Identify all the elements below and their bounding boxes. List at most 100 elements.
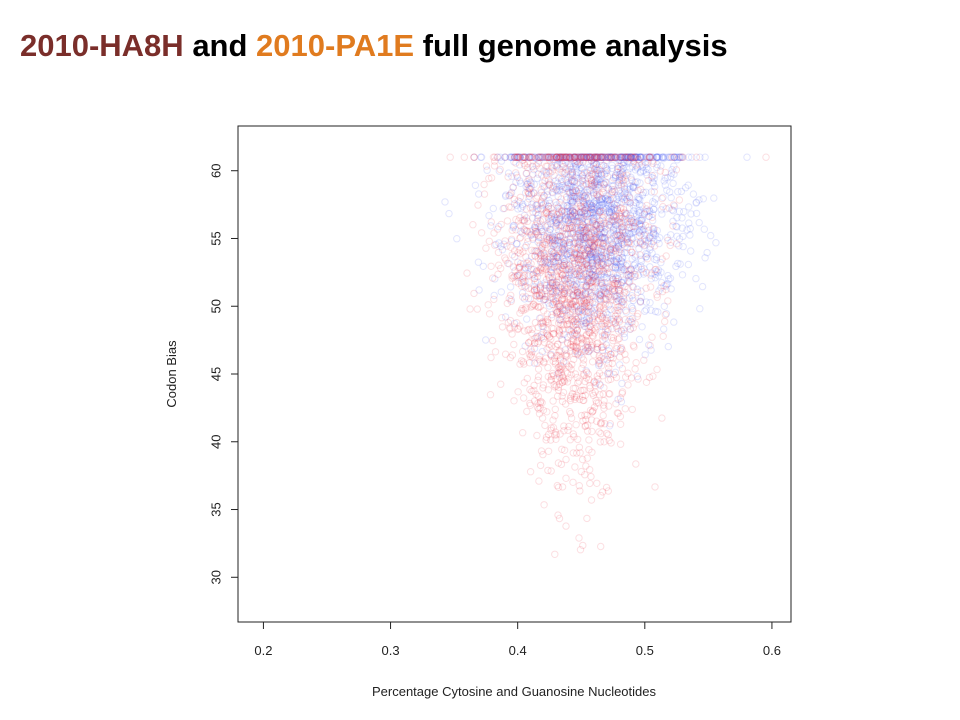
data-point [627, 153, 635, 161]
data-point [555, 215, 563, 223]
data-point [554, 192, 562, 201]
data-point [634, 153, 642, 161]
data-point [598, 153, 607, 161]
data-point [617, 265, 626, 274]
data-point [664, 271, 672, 280]
data-point [559, 153, 568, 161]
data-point [590, 199, 598, 207]
data-point [604, 185, 613, 193]
data-point [490, 295, 498, 304]
data-point [577, 153, 586, 161]
data-point [615, 264, 623, 272]
data-point [607, 315, 615, 323]
data-point [611, 211, 620, 220]
data-point [667, 169, 676, 177]
data-point [555, 174, 563, 182]
data-point [521, 153, 529, 161]
data-point [554, 370, 562, 378]
data-point [615, 287, 623, 295]
data-point [533, 201, 541, 210]
data-point [637, 265, 646, 273]
data-point [521, 277, 529, 285]
data-point [573, 250, 581, 259]
data-point [645, 153, 653, 161]
data-point [640, 356, 648, 364]
data-point [480, 180, 488, 189]
data-point [611, 257, 619, 266]
data-point [586, 238, 595, 247]
data-point [607, 203, 615, 212]
data-point [603, 153, 612, 161]
data-point [607, 252, 615, 260]
data-point [652, 195, 660, 203]
data-point [592, 182, 600, 191]
data-point [497, 242, 505, 250]
data-point [603, 153, 611, 161]
data-point [513, 240, 521, 248]
data-point [546, 225, 554, 234]
data-point [560, 240, 568, 249]
data-point [610, 181, 618, 190]
data-point [587, 290, 595, 298]
data-point [565, 238, 573, 247]
data-point [556, 232, 564, 240]
data-point [586, 466, 594, 474]
data-point [607, 216, 616, 224]
data-point [654, 272, 663, 280]
data-point [566, 154, 574, 162]
data-point [594, 166, 602, 175]
data-point [676, 260, 684, 268]
data-point [546, 153, 554, 161]
data-point [631, 219, 640, 227]
data-point [646, 243, 654, 251]
x-tick-label: 0.2 [254, 643, 272, 658]
data-point [579, 275, 587, 283]
data-point [616, 420, 625, 428]
data-point [552, 185, 560, 194]
data-point [616, 189, 625, 198]
data-point [577, 348, 585, 357]
data-point [667, 231, 675, 239]
data-point [583, 200, 591, 208]
data-point [503, 217, 512, 225]
data-point [610, 153, 619, 161]
data-point [701, 153, 709, 161]
data-point [618, 254, 627, 262]
data-point [536, 233, 545, 242]
data-point [650, 230, 658, 238]
data-point [550, 248, 558, 257]
data-point [651, 182, 659, 191]
data-point [558, 282, 566, 290]
data-point [686, 231, 694, 239]
data-point [589, 160, 598, 168]
data-point [632, 153, 640, 161]
data-point [624, 369, 632, 377]
data-point [555, 153, 563, 161]
data-point [591, 251, 600, 259]
data-point [547, 266, 556, 274]
data-point [549, 283, 558, 291]
data-point [548, 153, 556, 161]
data-point [552, 153, 560, 161]
data-point [576, 233, 584, 241]
data-point [591, 273, 599, 281]
data-point [556, 356, 564, 364]
data-point [654, 153, 662, 161]
data-point [630, 273, 639, 281]
data-point [646, 299, 654, 307]
data-point [617, 249, 626, 258]
data-point [642, 284, 650, 292]
data-point [546, 282, 555, 290]
data-point [567, 267, 575, 275]
data-point [659, 193, 667, 202]
data-point [609, 217, 618, 225]
data-point [545, 153, 553, 161]
data-point [613, 205, 622, 213]
data-point [637, 255, 645, 263]
data-point [551, 216, 560, 225]
data-point [579, 233, 587, 242]
data-point [670, 153, 679, 161]
data-point [643, 207, 652, 216]
data-point [585, 282, 594, 291]
data-point [616, 153, 625, 161]
